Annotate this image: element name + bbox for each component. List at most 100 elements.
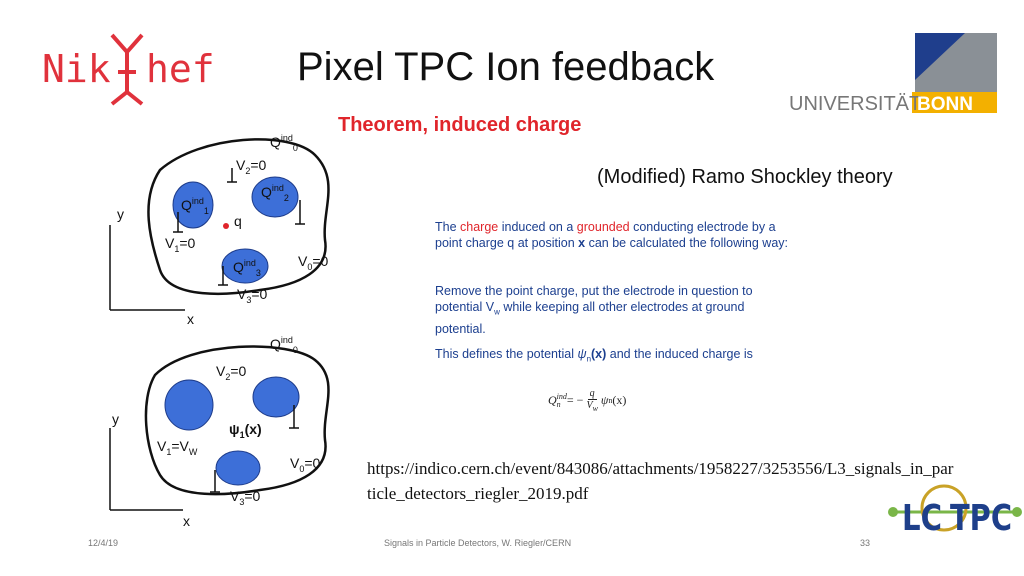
text: 2 xyxy=(284,193,289,203)
text: q xyxy=(587,388,597,400)
text: Q xyxy=(233,259,244,275)
text: Q xyxy=(181,197,192,213)
text: V xyxy=(230,488,240,504)
heading: Theorem, induced charge xyxy=(338,114,581,136)
bonn-logo: UNIVERSITÄT BONN xyxy=(789,33,997,115)
text: 3 xyxy=(239,497,244,507)
shape: Qind0 xyxy=(270,133,298,153)
text: V xyxy=(237,286,247,302)
text: x xyxy=(183,513,190,529)
text: y xyxy=(112,411,119,427)
paragraph: Remove the point charge, put the electro… xyxy=(435,283,795,337)
footer-credit: Signals in Particle Detectors, W. Riegle… xyxy=(384,538,571,548)
shape xyxy=(223,223,229,229)
text: n xyxy=(586,354,592,364)
shape: ψ1(x) xyxy=(229,421,262,440)
shape xyxy=(251,176,299,218)
shape: V3=0 xyxy=(237,286,268,305)
shape xyxy=(920,484,968,532)
shape xyxy=(1012,507,1022,517)
shape xyxy=(289,405,299,429)
text: Remove the point charge, put the electro… xyxy=(435,284,753,314)
shape xyxy=(172,181,214,229)
text: The xyxy=(435,220,461,234)
text: =0 xyxy=(179,235,195,251)
shape: Qind2 xyxy=(261,183,289,203)
shape xyxy=(173,212,183,233)
text: ψ xyxy=(600,393,609,407)
shape xyxy=(109,405,299,511)
text: V xyxy=(216,363,226,379)
shape xyxy=(227,168,237,183)
diagram-top: Qind0 V2=0 Qind1 Qind2 q V1=0 Qind3 V0=0… xyxy=(109,133,330,327)
source-url: https://indico.cern.ch/event/843086/atta… xyxy=(367,459,954,503)
text: conducting electrode by a point charge q… xyxy=(435,220,776,250)
text: V xyxy=(157,438,167,454)
text: w xyxy=(494,307,500,317)
text: q xyxy=(234,213,242,229)
paragraph: The charge induced on a grounded conduct… xyxy=(435,219,795,251)
text: V xyxy=(236,157,246,173)
shape: Qind1 xyxy=(181,196,209,216)
shape: V1=VW xyxy=(157,438,198,457)
logo-text: LC xyxy=(902,498,942,539)
lctpc-logo: LC TPC xyxy=(888,484,1022,539)
paragraph: This defines the potential ψn(x) and the… xyxy=(435,346,795,368)
text: 3 xyxy=(256,268,261,278)
text: Q xyxy=(261,184,272,200)
shape: V3=0 xyxy=(230,488,261,507)
text: ind xyxy=(192,196,204,206)
text: x xyxy=(187,311,194,327)
text: induced on a xyxy=(498,220,577,234)
logo-text: hef xyxy=(146,47,215,91)
shape xyxy=(218,266,228,286)
text: W xyxy=(189,447,198,457)
text: x xyxy=(578,236,586,250)
text: =0 xyxy=(304,455,320,471)
shape xyxy=(144,345,330,496)
text: 1 xyxy=(204,206,209,216)
text: 0 xyxy=(293,345,298,355)
text: 1 xyxy=(240,430,245,440)
shape: V2=0 xyxy=(236,157,267,176)
text: =0 xyxy=(250,157,266,173)
text: 3 xyxy=(246,295,251,305)
shape xyxy=(109,225,185,311)
diagram-bottom: Qind0 V2=0 ψ1(x) V1=VW V0=0 V3=0 y x xyxy=(109,335,330,529)
text: V xyxy=(298,253,308,269)
text: can be calculated the following way: xyxy=(585,236,789,250)
text: charge xyxy=(460,220,499,234)
subtitle: (Modified) Ramo Shockley theory xyxy=(597,166,893,188)
logo-text: TPC xyxy=(950,498,1012,539)
shape xyxy=(912,92,997,113)
shape xyxy=(915,33,965,80)
text: while keeping all other electrodes at gr… xyxy=(435,300,745,336)
shape xyxy=(888,507,898,517)
shape: V2=0 xyxy=(216,363,247,382)
shape: V0=0 xyxy=(290,455,321,474)
text: 2 xyxy=(225,372,230,382)
text: (x) xyxy=(245,421,262,437)
text: 1 xyxy=(166,447,171,457)
text: 1 xyxy=(174,244,179,254)
text: =0 xyxy=(244,488,260,504)
text: ψ xyxy=(229,421,240,437)
text: V xyxy=(290,455,300,471)
text: =0 xyxy=(312,253,328,269)
text: ind xyxy=(244,258,256,268)
nikhef-logo: Nik hef xyxy=(42,33,215,106)
shape xyxy=(295,200,305,225)
text: V xyxy=(165,235,175,251)
text: grounded xyxy=(576,220,630,234)
text: 2 xyxy=(245,166,250,176)
shape xyxy=(147,138,330,295)
text: Q xyxy=(270,134,281,150)
text: = − xyxy=(566,393,584,407)
text: =0 xyxy=(230,363,246,379)
text: (x) xyxy=(612,393,627,407)
text: =0 xyxy=(251,286,267,302)
shape xyxy=(252,376,300,418)
